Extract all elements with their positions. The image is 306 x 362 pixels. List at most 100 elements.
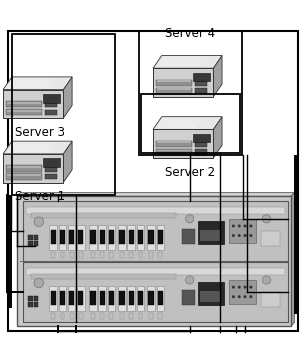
Bar xyxy=(153,129,213,158)
Bar xyxy=(157,88,192,90)
Bar xyxy=(45,102,57,108)
Bar xyxy=(195,88,207,93)
Circle shape xyxy=(249,295,252,298)
Polygon shape xyxy=(153,117,222,129)
Bar xyxy=(182,290,195,305)
Bar xyxy=(120,252,124,258)
Circle shape xyxy=(262,276,271,284)
Bar xyxy=(156,225,164,250)
Bar xyxy=(200,291,222,302)
Bar xyxy=(198,282,224,305)
Bar xyxy=(156,80,192,86)
Bar xyxy=(60,291,65,305)
Bar xyxy=(99,291,105,305)
Bar xyxy=(23,201,288,261)
Circle shape xyxy=(249,286,252,289)
Bar xyxy=(23,262,288,322)
Polygon shape xyxy=(213,117,222,158)
Bar xyxy=(7,110,42,111)
Bar xyxy=(77,286,84,311)
Bar xyxy=(261,292,280,307)
Polygon shape xyxy=(213,55,222,97)
Bar xyxy=(49,286,57,311)
Polygon shape xyxy=(63,77,72,118)
Bar xyxy=(31,274,177,279)
Circle shape xyxy=(244,224,247,227)
Bar xyxy=(195,150,207,155)
Bar xyxy=(50,230,56,244)
Bar xyxy=(31,213,177,218)
Bar xyxy=(61,313,64,319)
Bar xyxy=(156,88,192,94)
Bar xyxy=(7,174,42,176)
Circle shape xyxy=(249,234,252,237)
Bar xyxy=(119,230,125,244)
Polygon shape xyxy=(63,141,72,182)
Bar xyxy=(141,94,240,153)
Bar xyxy=(129,313,133,319)
Bar xyxy=(110,252,113,258)
Text: Server 2: Server 2 xyxy=(165,166,215,179)
Bar xyxy=(182,229,195,244)
Bar xyxy=(149,313,153,319)
Bar xyxy=(158,230,163,244)
Bar xyxy=(107,225,115,250)
Bar xyxy=(193,134,210,142)
Polygon shape xyxy=(153,55,222,68)
Text: Server 3: Server 3 xyxy=(15,126,65,139)
Bar xyxy=(12,34,115,195)
Bar xyxy=(127,286,135,311)
Bar xyxy=(230,280,256,304)
Bar xyxy=(51,252,55,258)
Polygon shape xyxy=(291,193,294,327)
Bar xyxy=(77,225,84,250)
Bar xyxy=(68,286,75,311)
Bar xyxy=(195,142,207,147)
Circle shape xyxy=(185,276,194,284)
Circle shape xyxy=(232,295,235,298)
Bar xyxy=(261,231,280,246)
Bar xyxy=(45,167,57,172)
Bar xyxy=(98,286,106,311)
Polygon shape xyxy=(17,193,294,196)
Bar xyxy=(99,230,105,244)
Bar xyxy=(107,286,115,311)
Polygon shape xyxy=(3,77,72,90)
Bar xyxy=(156,286,164,311)
Bar xyxy=(118,225,126,250)
Circle shape xyxy=(238,286,241,289)
Bar xyxy=(28,302,32,307)
Bar xyxy=(138,291,143,305)
Bar xyxy=(61,252,64,258)
Bar xyxy=(200,230,222,241)
Polygon shape xyxy=(7,78,53,88)
Bar xyxy=(70,313,73,319)
Bar xyxy=(147,286,155,311)
Bar xyxy=(91,313,95,319)
Bar xyxy=(136,286,144,311)
Bar xyxy=(156,149,192,155)
Bar xyxy=(119,291,125,305)
Bar xyxy=(26,207,285,214)
Bar xyxy=(89,225,97,250)
Bar xyxy=(34,302,38,307)
Bar xyxy=(109,230,114,244)
Bar xyxy=(120,313,124,319)
Bar xyxy=(49,225,57,250)
Bar xyxy=(45,174,57,179)
Bar xyxy=(7,102,42,104)
Circle shape xyxy=(34,278,43,288)
Circle shape xyxy=(249,224,252,227)
Bar xyxy=(34,241,38,246)
Bar xyxy=(6,173,42,180)
Circle shape xyxy=(244,286,247,289)
Bar xyxy=(129,230,134,244)
Bar xyxy=(3,154,63,182)
Bar xyxy=(28,296,32,301)
Bar xyxy=(89,286,97,311)
Bar xyxy=(139,252,142,258)
Circle shape xyxy=(238,224,241,227)
Bar xyxy=(69,230,74,244)
Bar xyxy=(159,313,162,319)
Circle shape xyxy=(262,215,271,223)
